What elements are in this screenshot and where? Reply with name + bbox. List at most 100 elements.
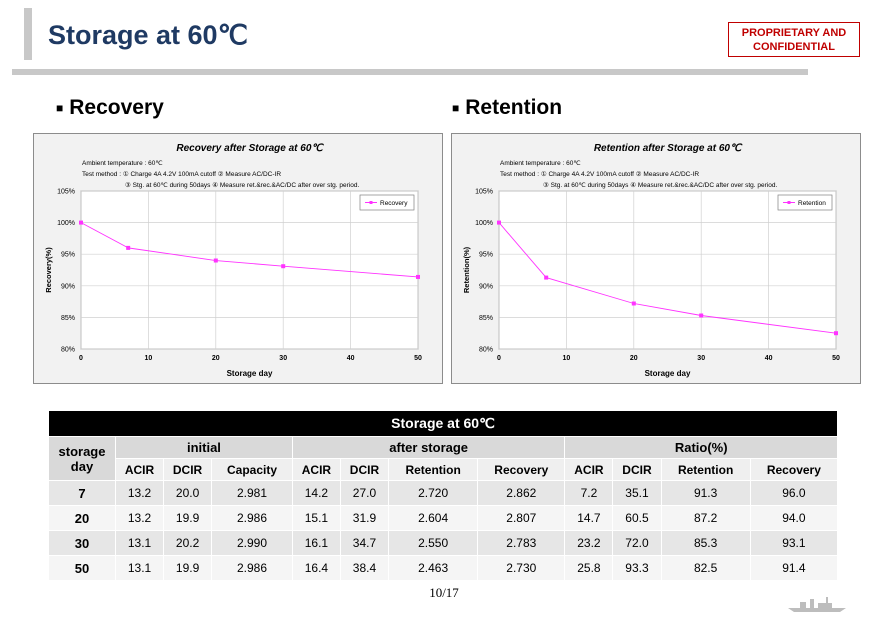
- chart-note: ③ Stg. at 60℃ during 50days ④ Measure re…: [125, 181, 359, 189]
- table-cell: 2.720: [387, 480, 479, 506]
- column-header: ACIR: [564, 458, 614, 481]
- x-tick-label: 10: [563, 355, 571, 362]
- legend-box: [777, 194, 833, 211]
- chart-title: Retention after Storage at 60℃: [594, 143, 743, 154]
- column-header: DCIR: [163, 458, 213, 481]
- x-tick-label: 50: [414, 355, 422, 362]
- y-tick-label: 100%: [475, 220, 493, 227]
- title-divider: [12, 69, 808, 75]
- data-point: [213, 258, 218, 263]
- recovery-chart-svg: Recovery after Storage at 60℃ Ambient tem…: [44, 143, 422, 378]
- chart-note: ③ Stg. at 60℃ during 50days ④ Measure re…: [543, 181, 777, 189]
- table-row: 30 13.1 20.2 2.990 16.1 34.7 2.550 2.783…: [48, 530, 839, 556]
- table-cell: 2.463: [387, 555, 479, 581]
- table-cell: 72.0: [612, 530, 662, 556]
- chart-title: Recovery after Storage at 60℃: [176, 143, 324, 154]
- table-cell: 94.0: [749, 505, 839, 531]
- table-cell: 82.5: [660, 555, 751, 581]
- table-cell: 2.981: [211, 480, 293, 506]
- data-point: [699, 313, 704, 318]
- page-title: Storage at 60℃: [48, 20, 248, 50]
- data-point: [834, 331, 838, 336]
- day-cell: 20: [48, 505, 116, 531]
- table-cell: 27.0: [339, 480, 390, 506]
- y-tick-label: 95%: [479, 252, 493, 259]
- data-point: [544, 275, 549, 280]
- column-header: DCIR: [612, 458, 662, 481]
- table-cell: 23.2: [564, 530, 614, 556]
- table-cell: 35.1: [612, 480, 662, 506]
- y-tick-label: 90%: [61, 283, 75, 290]
- table-group-row: storage day initial after storage Ratio(…: [48, 436, 838, 481]
- page-number: 10/17: [429, 585, 459, 600]
- table-cell: 13.2: [114, 505, 165, 531]
- day-cell: 7: [48, 480, 116, 506]
- table-title-row: Storage at 60℃: [48, 410, 838, 437]
- section-recovery: ■ Recovery: [56, 96, 164, 120]
- retention-chart: Retention after Storage at 60℃ Ambient te…: [451, 133, 861, 384]
- table-cell: 7.2: [564, 480, 614, 506]
- table-cell: 16.1: [291, 530, 341, 556]
- x-tick-label: 0: [79, 355, 83, 362]
- bullet-icon: ■: [56, 101, 64, 116]
- table-row: 20 13.2 19.9 2.986 15.1 31.9 2.604 2.807…: [48, 505, 839, 531]
- recovery-chart: Recovery after Storage at 60℃ Ambient tem…: [33, 133, 443, 384]
- table-cell: 91.4: [749, 555, 839, 581]
- y-tick-label: 100%: [57, 220, 75, 227]
- table-cell: 31.9: [339, 505, 390, 531]
- table-cell: 2.990: [211, 530, 293, 556]
- table-cell: 13.2: [114, 480, 165, 506]
- table-cell: 60.5: [612, 505, 662, 531]
- table-cell: 25.8: [564, 555, 614, 581]
- confidential-badge: PROPRIETARY AND CONFIDENTIAL: [728, 22, 860, 57]
- table-cell: 93.1: [749, 530, 839, 556]
- day-cell: 50: [48, 555, 116, 581]
- y-tick-label: 95%: [61, 252, 75, 259]
- chart-note: Test method : ① Charge 4A 4.2V 100mA cut…: [500, 170, 699, 178]
- table-cell: 20.0: [163, 480, 213, 506]
- table-cell: 91.3: [660, 480, 751, 506]
- data-point: [631, 301, 636, 306]
- x-tick-label: 10: [145, 355, 153, 362]
- x-tick-label: 40: [347, 355, 355, 362]
- table-cell: 2.862: [477, 480, 566, 506]
- y-tick-label: 90%: [479, 283, 493, 290]
- column-header: Capacity: [211, 458, 293, 481]
- table-cell: 38.4: [339, 555, 390, 581]
- x-tick-label: 50: [832, 355, 840, 362]
- x-tick-label: 40: [765, 355, 773, 362]
- table-cell: 34.7: [339, 530, 390, 556]
- x-tick-label: 20: [212, 355, 220, 362]
- retention-chart-svg: Retention after Storage at 60℃ Ambient te…: [462, 143, 840, 378]
- chart-note: Ambient temperature : 60℃: [82, 160, 163, 167]
- x-axis-label: Storage day: [227, 369, 273, 378]
- section-retention: ■ Retention: [452, 96, 562, 120]
- table-cell: 2.986: [211, 555, 293, 581]
- data-point: [416, 274, 420, 279]
- table-cell: 19.9: [163, 505, 213, 531]
- table-cell: 93.3: [612, 555, 662, 581]
- table-cell: 13.1: [114, 555, 165, 581]
- table-cell: 2.807: [477, 505, 566, 531]
- legend-marker: [787, 201, 791, 204]
- table-cell: 2.604: [387, 505, 479, 531]
- y-tick-label: 105%: [57, 189, 75, 196]
- table-cell: 2.730: [477, 555, 566, 581]
- x-tick-label: 0: [497, 355, 501, 362]
- column-header: ACIR: [291, 458, 341, 481]
- table-cell: 87.2: [660, 505, 751, 531]
- legend-label: Recovery: [380, 200, 408, 207]
- row-header-cell: storage day: [48, 436, 116, 481]
- table-row: 7 13.2 20.0 2.981 14.2 27.0 2.720 2.862 …: [48, 480, 839, 506]
- table-cell: 19.9: [163, 555, 213, 581]
- table-cell: 15.1: [291, 505, 341, 531]
- table-subheader-row: ACIR DCIR Capacity ACIR DCIR Retention R…: [49, 458, 839, 481]
- table-row: 50 13.1 19.9 2.986 16.4 38.4 2.463 2.730…: [48, 555, 839, 581]
- y-axis-label: Recovery(%): [44, 247, 53, 293]
- section-recovery-label: Recovery: [69, 96, 164, 119]
- column-header: Retention: [660, 458, 751, 481]
- section-retention-label: Retention: [465, 96, 563, 119]
- y-tick-label: 80%: [61, 347, 75, 354]
- data-point: [281, 264, 286, 269]
- chart-note: Test method : ① Charge 4A 4.2V 100mA cut…: [82, 170, 281, 178]
